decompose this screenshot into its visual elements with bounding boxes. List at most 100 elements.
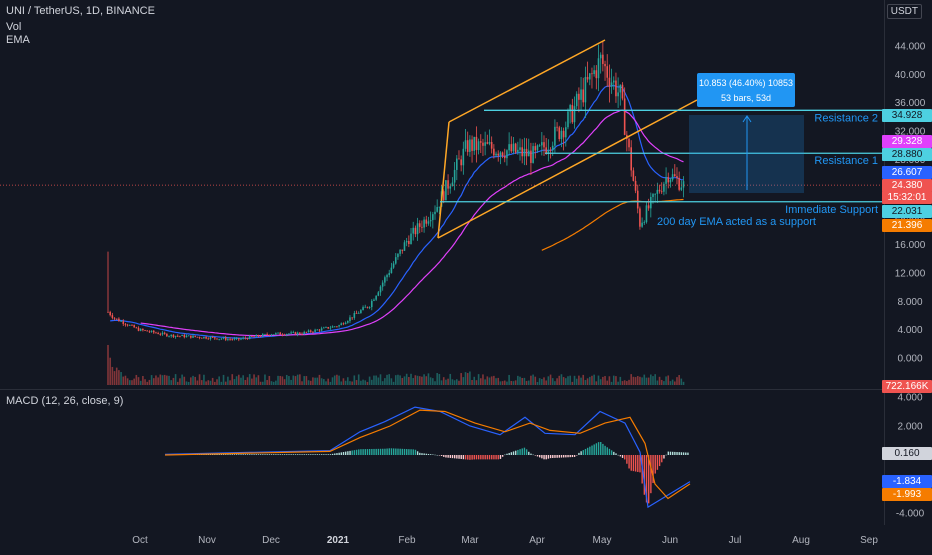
volume-bar (475, 380, 478, 385)
candle-body (591, 73, 593, 75)
volume-bar (340, 381, 343, 385)
symbol-legend[interactable]: UNI / TetherUS, 1D, BINANCE (6, 5, 155, 17)
volume-bar (626, 381, 628, 385)
candle-body (432, 214, 434, 221)
candle-body (259, 336, 262, 338)
candle-body (588, 73, 591, 80)
macd-axis-label: 2.000 (897, 422, 922, 433)
candle-body (634, 180, 637, 191)
candle-body (412, 227, 414, 234)
candle-body (669, 179, 672, 183)
macd-histogram-bar (244, 454, 247, 455)
candle-body (384, 277, 386, 283)
macd-histogram-bar (377, 448, 380, 455)
volume-bar (521, 378, 523, 385)
macd-histogram-bar (430, 454, 432, 455)
volume-bar (432, 378, 434, 385)
macd-histogram-bar (349, 450, 351, 455)
candle-body (508, 144, 510, 151)
volume-bar (545, 380, 547, 385)
macd-histogram-bar (685, 452, 687, 455)
ema-legend[interactable]: EMA (6, 34, 30, 46)
macd-histogram-bar (305, 454, 308, 455)
macd-histogram-bar (512, 451, 515, 455)
volume-bar (477, 374, 480, 385)
candle-body (312, 331, 314, 333)
macd-line-tag: -1.834 (882, 475, 932, 488)
candle-body (610, 82, 613, 87)
candle-body (606, 66, 609, 78)
candle-body (639, 208, 641, 227)
volume-bar (621, 381, 624, 385)
macd-histogram-bar (658, 455, 661, 467)
volume-bar (152, 378, 155, 385)
volume-bar (469, 371, 471, 385)
macd-histogram-bar (486, 455, 489, 460)
macd-legend[interactable]: MACD (12, 26, close, 9) (6, 395, 124, 407)
macd-histogram-bar (665, 454, 667, 456)
candle-body (604, 63, 606, 67)
candle-body (623, 98, 626, 135)
macd-histogram-bar (344, 451, 347, 455)
macd-histogram-bar (222, 454, 225, 455)
candle-body (229, 338, 231, 340)
candle-body (578, 93, 580, 100)
candle-body (357, 312, 360, 314)
macd-histogram-bar (216, 454, 218, 455)
macd-histogram-bar (384, 448, 386, 455)
volume-bar (344, 380, 347, 385)
macd-histogram-bar (682, 452, 685, 455)
macd-histogram-bar (238, 454, 240, 455)
candle-body (523, 148, 526, 157)
macd-histogram-bar (329, 454, 332, 455)
macd-histogram-bar (425, 453, 428, 455)
volume-bar (558, 375, 561, 385)
macd-histogram-bar (521, 448, 523, 455)
volume-bar (142, 375, 144, 385)
currency-label[interactable]: USDT (886, 4, 922, 19)
volume-bar (412, 378, 414, 385)
macd-histogram-bar (316, 454, 319, 455)
candle-body (187, 335, 190, 337)
candle-body (200, 337, 203, 339)
volume-bar (674, 381, 676, 385)
volume-bar (353, 375, 356, 385)
candle-body (255, 335, 258, 337)
volume-bar (654, 374, 656, 385)
volume-bar (129, 380, 131, 385)
volume-bar (124, 375, 127, 385)
volume-bar (268, 375, 271, 385)
macd-histogram-bar (440, 455, 443, 456)
candle-body (266, 334, 268, 335)
volume-bar (665, 376, 667, 385)
volume-bar (650, 374, 652, 385)
candle-body (185, 335, 188, 338)
candle-body (438, 206, 441, 208)
candle-body (166, 333, 168, 337)
candle-body (238, 338, 240, 340)
macd-histogram-bar (573, 455, 576, 457)
macd-histogram-bar (283, 454, 286, 455)
candle-body (303, 331, 305, 335)
candle-body (595, 70, 598, 79)
candle-body (554, 126, 556, 146)
volume-legend[interactable]: Vol (6, 21, 22, 33)
time-axis-label: Mar (461, 535, 479, 546)
candle-body (373, 299, 375, 301)
macd-histogram-bar (458, 455, 460, 459)
ema-fast-tag: 26.607 (882, 166, 932, 179)
volume-bar (314, 377, 316, 385)
macd-histogram-bar (240, 454, 242, 455)
volume-bar (442, 377, 445, 385)
volume-bar (538, 378, 541, 385)
volume-bar (388, 374, 391, 385)
volume-bar (663, 381, 665, 385)
volume-bar (606, 380, 609, 385)
volume-bar (580, 377, 582, 385)
macd-histogram-bar (303, 454, 305, 455)
macd-histogram-bar (467, 455, 469, 460)
volume-bar (418, 376, 421, 385)
candle-body (458, 158, 460, 160)
